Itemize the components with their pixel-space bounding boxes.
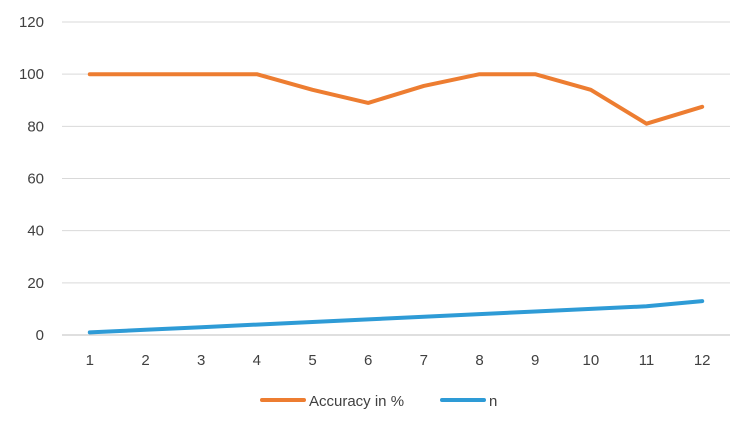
y-tick-label-80: 80	[27, 118, 44, 135]
x-tick-label-8: 8	[475, 352, 483, 369]
x-tick-label-3: 3	[197, 352, 205, 369]
x-tick-label-12: 12	[694, 352, 711, 369]
y-tick-label-60: 60	[27, 171, 44, 188]
y-axis-tick-labels: 0 20 40 60 80 100 120	[19, 14, 44, 344]
x-tick-label-1: 1	[86, 352, 94, 369]
series-line-accuracy-in	[87, 72, 705, 126]
legend-label-n: n	[489, 393, 497, 410]
legend: Accuracy in % n	[260, 393, 497, 410]
y-tick-label-20: 20	[27, 275, 44, 292]
y-tick-label-0: 0	[36, 327, 44, 344]
x-tick-label-7: 7	[420, 352, 428, 369]
x-tick-label-5: 5	[308, 352, 316, 369]
x-tick-label-9: 9	[531, 352, 539, 369]
gridlines	[62, 21, 730, 336]
legend-label-accuracy-in: Accuracy in %	[309, 393, 404, 410]
y-tick-label-100: 100	[19, 66, 44, 83]
x-tick-label-6: 6	[364, 352, 372, 369]
series-lines	[87, 72, 705, 335]
x-tick-label-2: 2	[141, 352, 149, 369]
y-tick-label-40: 40	[27, 223, 44, 240]
x-axis-tick-labels: 1 2 3 4 5 6 7 8 9 10 11 12	[86, 352, 711, 369]
x-tick-label-10: 10	[582, 352, 599, 369]
y-tick-label-120: 120	[19, 14, 44, 31]
x-tick-label-4: 4	[253, 352, 261, 369]
series-line-n	[87, 299, 705, 335]
x-tick-label-11: 11	[639, 352, 655, 369]
